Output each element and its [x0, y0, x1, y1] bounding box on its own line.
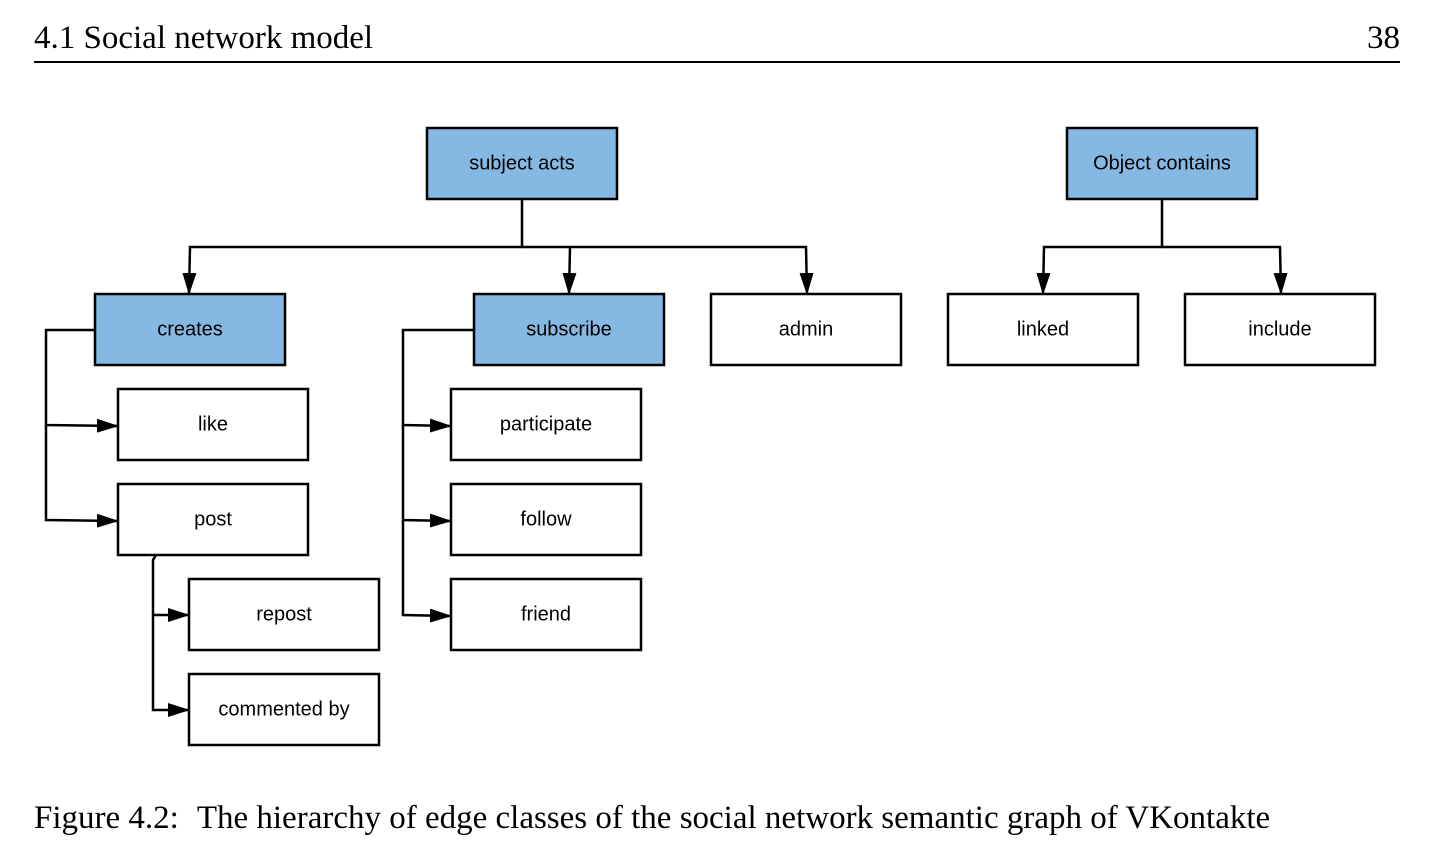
node-participate: participate: [449, 387, 643, 462]
connector-creates-post: [44, 425, 119, 528]
edge-class-hierarchy-diagram: subject acts Object contains creates sub…: [44, 126, 1377, 747]
node-label-friend: friend: [521, 604, 571, 626]
node-repost: repost: [187, 577, 381, 652]
connector-subscribe-friend: [401, 520, 452, 623]
connector-subject-acts-creates: [182, 199, 524, 295]
connector-object-contains-include: [1162, 245, 1288, 295]
node-subscribe: subscribe: [472, 292, 666, 367]
node-label-commented-by: commented by: [218, 699, 349, 721]
node-post: post: [116, 482, 310, 557]
node-like: like: [116, 387, 310, 462]
node-label-post: post: [194, 509, 232, 531]
node-label-like: like: [198, 414, 228, 436]
node-label-creates: creates: [157, 319, 223, 341]
connector-object-contains-linked: [1036, 199, 1164, 295]
connector-subject-acts-subscribe: [522, 245, 577, 295]
node-linked: linked: [946, 292, 1140, 367]
node-include: include: [1183, 292, 1377, 367]
node-follow: follow: [449, 482, 643, 557]
node-label-subscribe: subscribe: [526, 319, 612, 341]
connector-creates-like: [44, 328, 119, 433]
node-label-object-contains: Object contains: [1093, 153, 1231, 175]
nodes: subject acts Object contains creates sub…: [93, 126, 1377, 747]
figure-caption-text: The hierarchy of edge classes of the soc…: [196, 800, 1271, 836]
connectors: [44, 199, 1288, 717]
node-commented-by: commented by: [187, 672, 381, 747]
node-label-include: include: [1248, 319, 1311, 341]
figure-caption: Figure 4.2: The hierarchy of edge classes…: [34, 796, 1404, 840]
node-label-participate: participate: [500, 414, 592, 436]
figure-label: Figure 4.2:: [34, 800, 179, 836]
connector-subscribe-participate: [401, 328, 474, 433]
connector-subscribe-follow: [401, 425, 452, 528]
node-friend: friend: [449, 577, 643, 652]
node-object-contains: Object contains: [1065, 126, 1259, 201]
node-label-follow: follow: [520, 509, 572, 531]
node-subject-acts: subject acts: [425, 126, 619, 201]
header-rule: [34, 61, 1400, 63]
node-label-linked: linked: [1017, 319, 1069, 341]
connector-subject-acts-admin: [570, 245, 814, 295]
node-admin: admin: [709, 292, 903, 367]
section-title: 4.1 Social network model: [34, 20, 374, 56]
connector-post-commented-by: [151, 615, 190, 717]
node-label-subject-acts: subject acts: [469, 153, 575, 175]
running-head: 4.1 Social network model 38: [34, 18, 1400, 58]
node-creates: creates: [93, 292, 287, 367]
node-label-repost: repost: [256, 604, 312, 626]
node-label-admin: admin: [779, 319, 833, 341]
page-number: 38: [1367, 20, 1400, 56]
connector-post-repost: [151, 554, 190, 622]
